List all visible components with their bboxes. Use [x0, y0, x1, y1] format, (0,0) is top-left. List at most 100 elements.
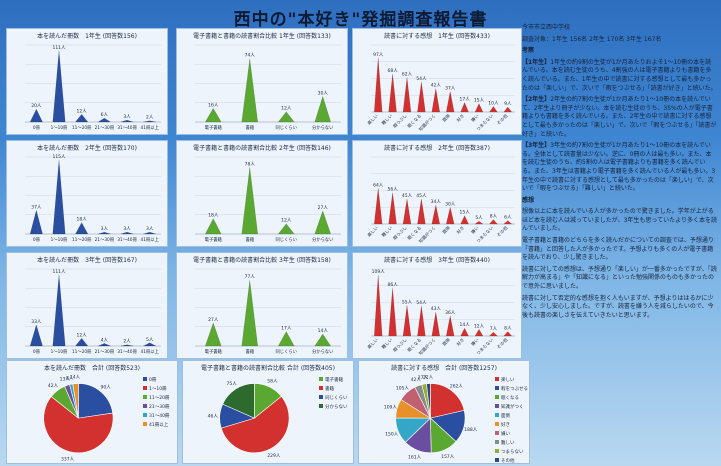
books-chart-2-category-label: 41冊以上	[140, 236, 159, 243]
feel-total-pie-slice-label: 27人	[418, 375, 429, 381]
feel-chart-3-category-label: 難しい	[380, 336, 394, 350]
media-total-pie-legend-swatch	[319, 395, 323, 399]
feel-chart-3-cone	[445, 315, 455, 337]
media-total-pie-slice-label: 58人	[267, 379, 278, 385]
feel-chart-2-value-label: 45人	[416, 193, 427, 199]
feel-chart-1-value-label: 42人	[431, 83, 442, 89]
media-chart-1-cone	[277, 111, 295, 123]
feel-chart-2-value-label: 5人	[475, 215, 483, 221]
feel-chart-1-category-label: その他	[495, 112, 510, 127]
books-chart-2-cone	[29, 209, 43, 235]
feel-total-pie-legend-label: その他	[501, 457, 515, 463]
books-chart-3-cone	[52, 274, 66, 347]
media-chart-2-cone	[241, 167, 258, 235]
feel-chart-1-cone	[460, 101, 469, 113]
feel-chart-1-value-label: 10人	[488, 100, 499, 106]
feel-chart-3-category-label: 面倒	[441, 336, 452, 347]
books-chart-1-value-label: 12人	[77, 108, 88, 114]
books-chart-2-value-label: 3人	[123, 226, 131, 232]
media-chart-3-cone	[277, 331, 295, 347]
books-chart-1-cone	[143, 120, 156, 123]
feel-chart-2-category-label: その他	[495, 224, 510, 239]
media-chart-3-value-label: 14人	[318, 328, 329, 334]
media-total-pie: 電子書籍と書籍の読書割合比較 合計 (回答数405) 58人 229人 46人 75人 電…	[182, 360, 354, 464]
media-total-pie-title: 電子書籍と書籍の読書割合比較 合計 (回答数405)	[201, 364, 335, 372]
feel-chart-1-value-label: 17人	[459, 97, 470, 103]
books-total-pie-legend-swatch	[143, 386, 147, 390]
books-total-pie-legend-label: 0冊	[149, 377, 157, 383]
feel-chart-2-cone	[474, 220, 484, 225]
feel-chart-3-title: 読書に対する感想 3年生 (回答数440)	[384, 256, 490, 264]
media-total-pie-slice-label: 229人	[267, 453, 281, 459]
books-chart-3-category-label: 31〜40冊	[117, 349, 137, 355]
media-total-pie-svg: 電子書籍と書籍の読書割合比較 合計 (回答数405) 58人 229人 46人 75人 電…	[201, 364, 348, 459]
feel-chart-3-value-label: 7人	[490, 326, 498, 332]
grade1-label: 【1年生】	[522, 58, 551, 66]
feel-total-pie-slice	[430, 383, 465, 419]
media-chart-2-value-label: 18人	[208, 213, 219, 219]
feel-chart-2-cone	[417, 198, 426, 225]
media-chart-3-category-label: 同じくらい	[276, 349, 297, 355]
media-chart-1-category-label: 分からない	[312, 124, 333, 131]
media-chart-3-category-label: 書籍	[245, 348, 254, 355]
feel-chart-3-cone	[402, 305, 412, 337]
feel-chart-2-cone	[460, 215, 469, 225]
feel-chart-2-cone	[388, 192, 397, 225]
grade2-label: 【2年生】	[522, 96, 551, 104]
feel-chart-3-value-label: 109人	[372, 269, 386, 275]
feel-total-pie-legend-label: 眠くなる	[501, 394, 519, 401]
feel-total-pie-legend-label: 楽しい	[501, 376, 515, 383]
books-chart-2-value-label: 18人	[77, 216, 88, 222]
media-chart-2-category-label: 分からない	[312, 236, 333, 243]
media-total-pie-slice-label: 46人	[208, 414, 219, 420]
feel-total-pie-slice-label: 22人	[423, 375, 434, 381]
feel-chart-2-category-label: 暇つぶし	[392, 225, 408, 241]
books-total-pie-legend-swatch	[143, 395, 147, 399]
feel-chart-2-title: 読書に対する感想 2年生 (回答数387)	[384, 144, 490, 152]
feel-chart-2-value-label: 6人	[504, 215, 512, 221]
media-chart-2-value-label: 78人	[245, 161, 256, 167]
feel-chart-3-value-label: 12人	[474, 323, 485, 329]
feel-total-pie-slice-label: 262人	[450, 384, 464, 390]
feel-total-pie-legend-swatch	[495, 440, 499, 444]
feel-chart-3-value-label: 43人	[431, 306, 442, 312]
feel-chart-3-category-label: 楽しい	[366, 336, 380, 350]
media-total-pie-legend-label: 同じくらい	[325, 395, 348, 401]
books-chart-1-value-label: 111人	[52, 45, 66, 51]
books-total-pie-title: 本を読んだ冊数 合計 (回答数523)	[44, 364, 140, 372]
books-total-pie-legend-swatch	[143, 413, 147, 417]
feel-chart-1-category-label: 面倒	[441, 112, 452, 123]
media-chart-2-value-label: 12人	[281, 218, 292, 224]
books-chart-1-cone	[52, 50, 66, 123]
books-total-pie-slice	[43, 396, 114, 454]
feel-chart-3-value-label: 54人	[416, 300, 427, 306]
feel-chart-1-cone	[445, 91, 455, 113]
books-chart-3-category-label: 21〜30冊	[95, 349, 115, 355]
books-chart-3-cone	[98, 343, 111, 347]
books-total-pie-slice-label: 90人	[101, 385, 112, 391]
books-chart-3-cone	[120, 344, 134, 347]
feel-chart-3-value-label: 86人	[387, 282, 398, 288]
books-chart-3-title: 本を読んだ冊数 3年生 (回答数167)	[37, 256, 137, 264]
feel-total-pie-legend-label: 難しい	[501, 439, 515, 446]
section-heading-impressions: 感想	[522, 196, 535, 204]
books-total-pie-legend-swatch	[143, 377, 147, 381]
feel-total-pie-title: 読書に対する感想 合計 (回答数1257)	[391, 364, 497, 372]
feel-chart-1-title: 読書に対する感想 1年生 (回答数433)	[384, 32, 490, 40]
books-total-pie-legend-label: 21〜30冊	[149, 404, 170, 410]
books-chart-1-category-label: 0冊	[33, 125, 41, 131]
books-chart-1-title: 本を読んだ冊数 1年生 (回答数156)	[37, 32, 137, 40]
feel-total-pie-legend-label: 暇をつぶせる	[501, 385, 528, 392]
feel-chart-3-cone	[431, 311, 440, 337]
books-chart-1-category-label: 31〜40冊	[117, 125, 137, 131]
grade1-text: 1年生の約9割の生徒が1か月あたりおよそ1〜10冊の本を読んでいる。本を読む生徒…	[522, 58, 717, 92]
books-chart-1-cone	[75, 113, 89, 123]
feel-chart-1: 読書に対する感想 1年生 (回答数433) 97人 楽しい 68人 難しい 62人 暇つぶし…	[352, 28, 522, 135]
feel-total-pie-legend-swatch	[495, 458, 499, 462]
books-chart-3: 本を読んだ冊数 3年生 (回答数167) 33人 0冊 111人 1〜10冊 12人 11〜…	[6, 252, 168, 359]
media-total-pie-slice-label: 75人	[227, 381, 238, 387]
